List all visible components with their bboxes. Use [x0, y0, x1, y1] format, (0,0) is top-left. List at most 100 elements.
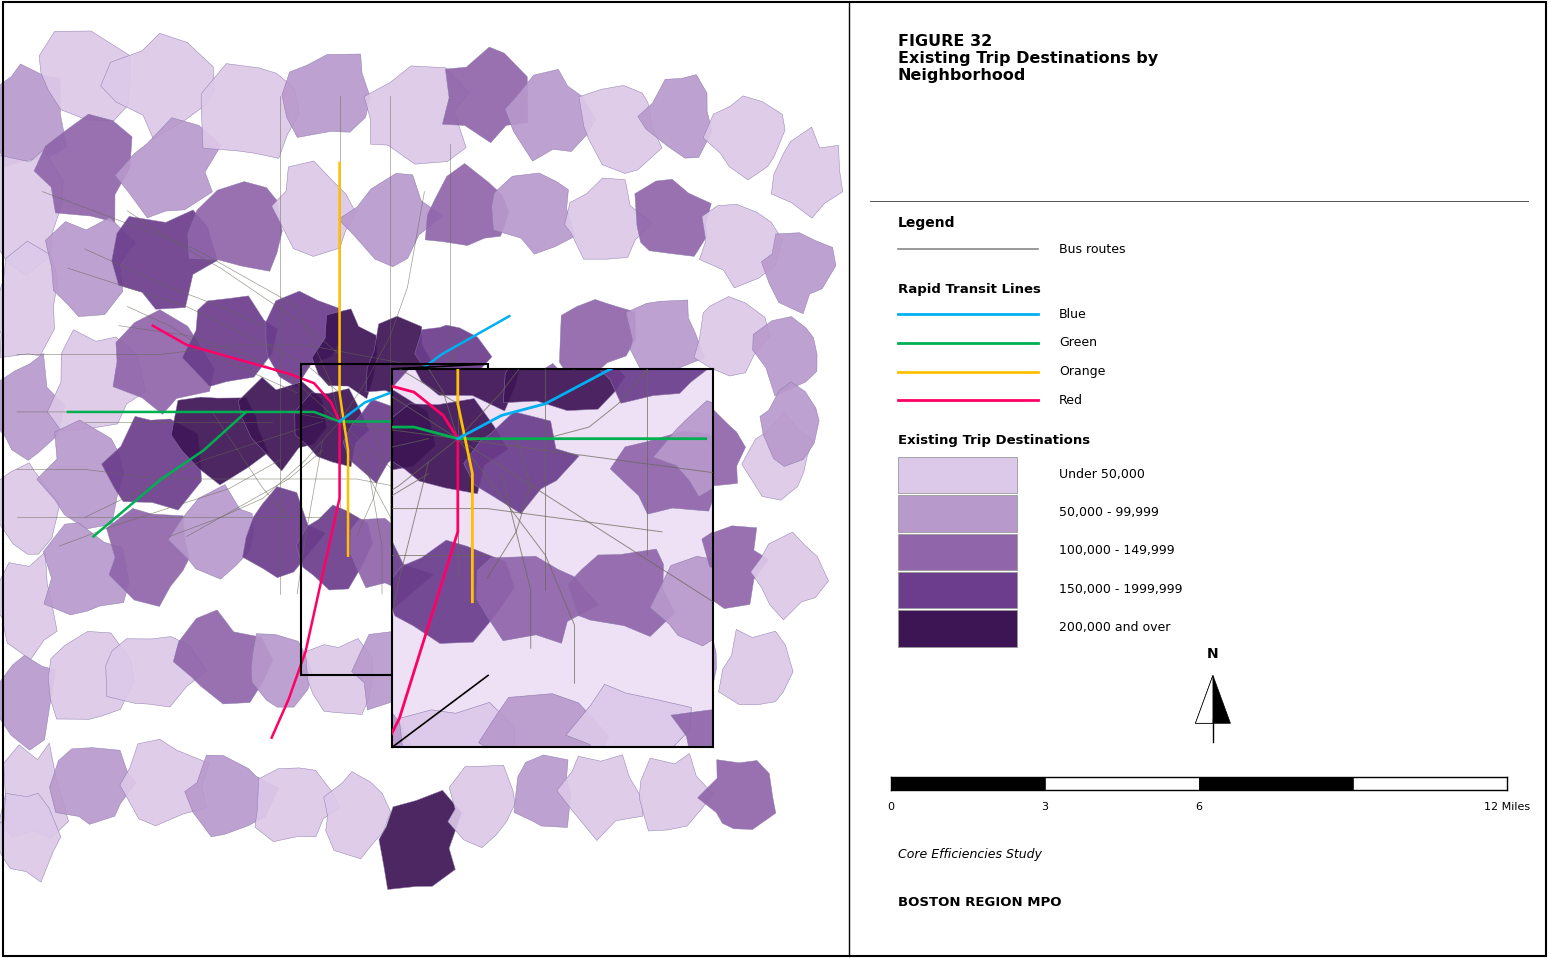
Polygon shape	[34, 114, 132, 222]
Bar	[1352, 777, 1507, 790]
Polygon shape	[479, 694, 609, 789]
Bar	[302, 364, 488, 675]
Polygon shape	[503, 310, 626, 411]
Polygon shape	[753, 316, 816, 397]
Bar	[898, 572, 1016, 608]
Polygon shape	[726, 544, 857, 648]
Polygon shape	[381, 399, 508, 493]
Polygon shape	[251, 633, 311, 707]
Polygon shape	[201, 63, 299, 158]
Polygon shape	[305, 638, 373, 715]
Text: 50,000 - 99,999: 50,000 - 99,999	[1060, 506, 1159, 519]
Polygon shape	[694, 297, 770, 376]
Polygon shape	[364, 66, 469, 164]
Polygon shape	[0, 354, 65, 461]
Polygon shape	[505, 69, 595, 161]
Polygon shape	[697, 760, 776, 830]
Polygon shape	[646, 623, 717, 706]
Polygon shape	[45, 217, 135, 316]
Polygon shape	[48, 631, 135, 719]
Text: 12 Miles: 12 Miles	[1484, 802, 1530, 811]
Polygon shape	[296, 505, 373, 590]
Polygon shape	[115, 118, 222, 217]
Polygon shape	[0, 552, 57, 660]
Polygon shape	[400, 702, 514, 794]
Polygon shape	[702, 506, 796, 575]
Polygon shape	[0, 150, 64, 275]
Text: 100,000 - 149,999: 100,000 - 149,999	[1060, 544, 1174, 558]
Text: 3: 3	[1041, 802, 1049, 811]
Polygon shape	[524, 363, 579, 431]
Polygon shape	[1196, 675, 1230, 723]
Polygon shape	[112, 210, 217, 309]
Polygon shape	[550, 509, 627, 587]
Polygon shape	[730, 404, 812, 478]
Polygon shape	[366, 316, 437, 399]
Polygon shape	[635, 179, 711, 257]
Polygon shape	[383, 540, 514, 644]
Polygon shape	[113, 309, 214, 414]
Polygon shape	[0, 793, 60, 882]
Polygon shape	[651, 557, 767, 646]
Polygon shape	[463, 412, 579, 513]
Polygon shape	[514, 755, 572, 828]
Polygon shape	[700, 204, 782, 288]
Polygon shape	[324, 771, 390, 858]
Polygon shape	[448, 765, 516, 848]
Bar	[898, 534, 1016, 570]
Polygon shape	[565, 684, 691, 779]
Polygon shape	[0, 655, 56, 750]
Polygon shape	[463, 633, 539, 704]
Text: Core Efficiencies Study: Core Efficiencies Study	[898, 848, 1042, 861]
Polygon shape	[311, 308, 376, 399]
Polygon shape	[691, 526, 768, 608]
Polygon shape	[601, 399, 682, 482]
Polygon shape	[610, 431, 733, 514]
Bar	[898, 457, 1016, 493]
Polygon shape	[426, 164, 508, 245]
Polygon shape	[638, 75, 713, 158]
Bar	[898, 495, 1016, 532]
Polygon shape	[239, 377, 327, 471]
Polygon shape	[183, 296, 277, 386]
Polygon shape	[742, 412, 813, 500]
Polygon shape	[556, 755, 643, 840]
Polygon shape	[184, 755, 279, 836]
Polygon shape	[575, 640, 657, 717]
Text: 150,000 - 1999,999: 150,000 - 1999,999	[1060, 582, 1182, 596]
Polygon shape	[497, 394, 545, 454]
Polygon shape	[271, 161, 356, 257]
Polygon shape	[750, 551, 835, 624]
Polygon shape	[567, 549, 675, 636]
Polygon shape	[173, 610, 273, 704]
Bar	[1199, 777, 1352, 790]
Text: Blue: Blue	[1060, 308, 1087, 321]
Polygon shape	[338, 173, 443, 266]
Polygon shape	[105, 637, 206, 707]
Text: Red: Red	[1060, 394, 1083, 407]
Polygon shape	[618, 521, 696, 601]
Polygon shape	[352, 631, 428, 710]
Polygon shape	[331, 281, 459, 397]
Polygon shape	[415, 325, 493, 393]
Polygon shape	[403, 624, 476, 701]
Polygon shape	[520, 626, 592, 716]
Polygon shape	[762, 233, 836, 313]
Polygon shape	[266, 291, 339, 387]
Polygon shape	[640, 754, 713, 831]
Polygon shape	[626, 300, 705, 377]
Polygon shape	[761, 382, 819, 467]
Text: BOSTON REGION MPO: BOSTON REGION MPO	[898, 896, 1061, 909]
Polygon shape	[0, 241, 57, 357]
Polygon shape	[243, 487, 325, 578]
Polygon shape	[50, 747, 136, 824]
Polygon shape	[751, 532, 829, 620]
Polygon shape	[0, 743, 68, 838]
Polygon shape	[671, 696, 801, 783]
Polygon shape	[291, 518, 434, 628]
Polygon shape	[101, 34, 214, 139]
Polygon shape	[510, 513, 559, 574]
Text: 6: 6	[1196, 802, 1202, 811]
Polygon shape	[771, 127, 843, 218]
Polygon shape	[559, 300, 635, 378]
